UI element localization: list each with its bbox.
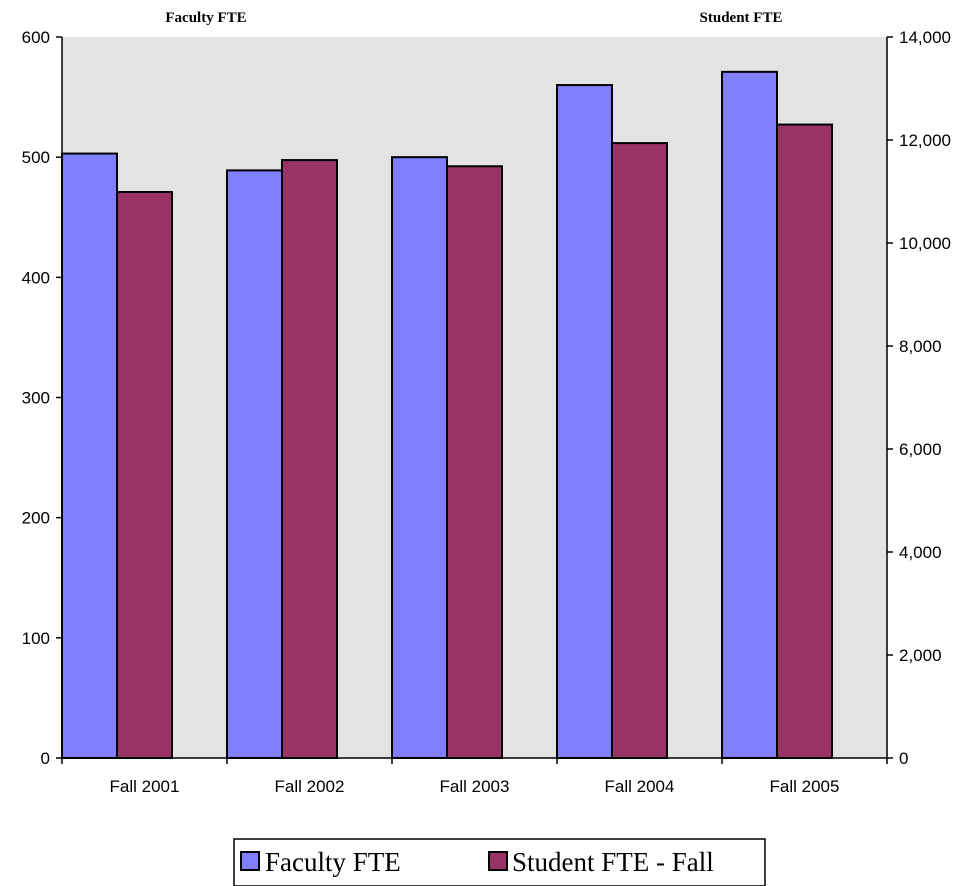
left-tick-label: 0	[41, 749, 50, 768]
bar-student-fte	[281, 159, 338, 759]
right-tick-label: 10,000	[899, 234, 951, 253]
right-tick-label: 4,000	[899, 543, 942, 562]
left-axis: 0 100 200 300 400 500 600	[22, 28, 63, 768]
legend-label-faculty: Faculty FTE	[265, 847, 401, 877]
legend: Faculty FTE Student FTE - Fall	[233, 838, 766, 886]
bars	[61, 70, 833, 760]
left-tick-label: 100	[22, 629, 50, 648]
bar-faculty-fte	[61, 152, 118, 760]
left-tick-label: 300	[22, 389, 50, 408]
right-tick-label: 0	[899, 749, 908, 768]
bar-faculty-fte	[391, 156, 448, 759]
left-tick-label: 600	[22, 28, 50, 47]
bar-student-fte	[446, 165, 503, 759]
category-label: Fall 2002	[275, 777, 345, 796]
bar-student-fte	[611, 142, 668, 759]
legend-swatch-faculty	[240, 851, 260, 871]
right-tick-label: 6,000	[899, 440, 942, 459]
left-tick-label: 200	[22, 509, 50, 528]
category-label: Fall 2005	[770, 777, 840, 796]
bar-student-fte	[116, 191, 173, 759]
bar-student-fte	[776, 123, 833, 760]
right-tick-label: 12,000	[899, 131, 951, 150]
legend-swatch-student	[488, 851, 508, 871]
bar-faculty-fte	[556, 84, 613, 760]
bar-faculty-fte	[226, 169, 283, 759]
category-label: Fall 2001	[110, 777, 180, 796]
legend-label-student: Student FTE - Fall	[512, 847, 714, 877]
right-axis: 0 2,000 4,000 6,000 8,000 10,000 12,000 14,000	[886, 28, 951, 768]
left-axis-title: Faculty FTE	[165, 10, 246, 26]
left-tick-label: 400	[22, 268, 50, 287]
category-label: Fall 2004	[605, 777, 675, 796]
right-tick-label: 2,000	[899, 646, 942, 665]
right-tick-label: 14,000	[899, 28, 951, 47]
left-tick-label: 500	[22, 148, 50, 167]
bar-faculty-fte	[721, 70, 778, 760]
category-label: Fall 2003	[440, 777, 510, 796]
right-axis-title: Student FTE	[700, 10, 783, 26]
right-tick-label: 8,000	[899, 337, 942, 356]
x-axis: Fall 2001 Fall 2002 Fall 2003 Fall 2004 Fall…	[61, 757, 888, 796]
